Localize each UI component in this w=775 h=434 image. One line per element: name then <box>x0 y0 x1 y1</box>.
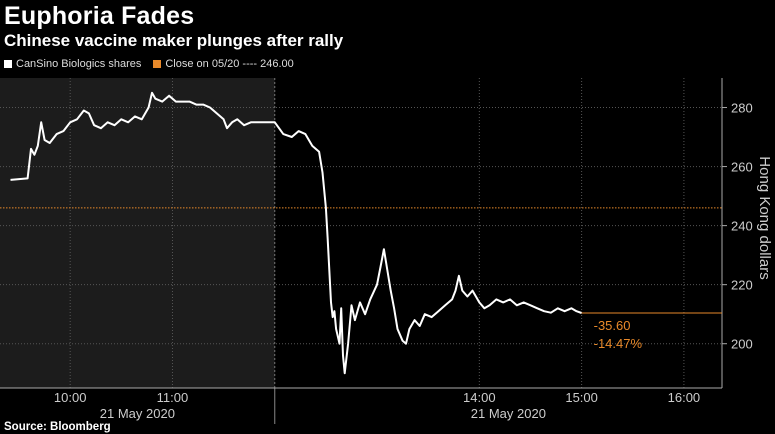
y-tick-label: 240 <box>731 219 753 234</box>
change-annotation: -35.60 <box>594 318 631 333</box>
source-note: Source: Bloomberg <box>4 421 111 433</box>
legend-item-series: CanSino Biologics shares <box>4 58 141 70</box>
legend-swatch-close <box>153 60 162 68</box>
x-tick-label: 11:00 <box>157 390 189 405</box>
pct-change-annotation: -14.47% <box>594 336 643 351</box>
morning-session-band <box>0 78 275 388</box>
y-tick-label: 260 <box>731 160 753 175</box>
x-date-label: 21 May 2020 <box>100 406 175 421</box>
x-tick-label: 15:00 <box>565 390 598 405</box>
legend: CanSino Biologics shares Close on 05/20 … <box>4 58 306 70</box>
y-axis-title: Hong Kong dollars <box>756 156 773 279</box>
y-tick-label: 280 <box>731 101 753 116</box>
y-tick-label: 220 <box>731 278 753 293</box>
x-tick-label: 14:00 <box>463 390 496 405</box>
x-tick-label: 10:00 <box>54 390 87 405</box>
chart-title: Euphoria Fades <box>4 2 195 30</box>
series-line-cansino <box>10 91 582 375</box>
x-tick-label: 16:00 <box>668 390 701 405</box>
x-date-label: 21 May 2020 <box>471 406 546 421</box>
legend-swatch-series <box>4 60 12 68</box>
legend-item-close: Close on 05/20 ---- 246.00 <box>153 58 294 70</box>
chart-subtitle: Chinese vaccine maker plunges after rall… <box>4 31 344 50</box>
legend-label-close: Close on 05/20 ---- 246.00 <box>165 58 294 70</box>
y-tick-label: 200 <box>731 337 753 352</box>
legend-label-series: CanSino Biologics shares <box>16 58 142 70</box>
